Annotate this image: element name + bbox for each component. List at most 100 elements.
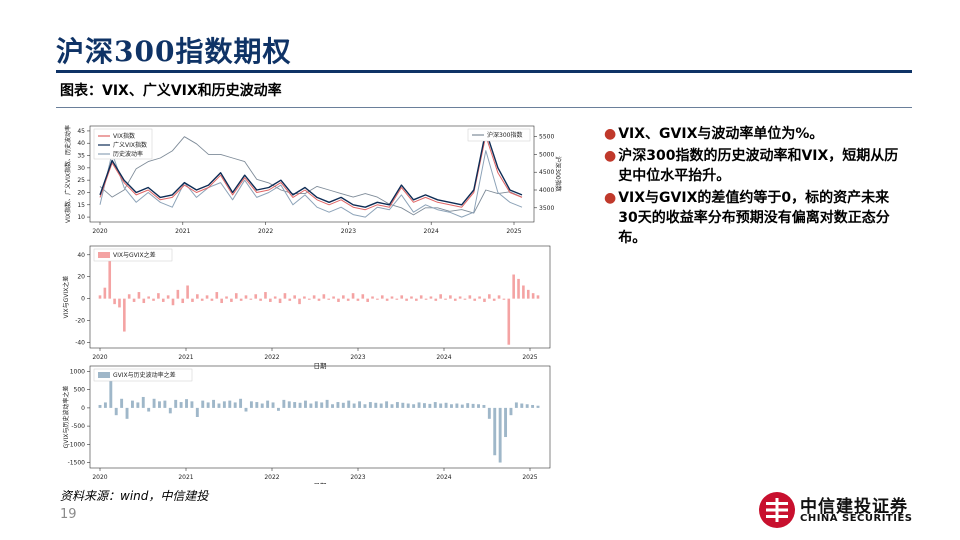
figure-panel: 10 15 20 25 30 35 40 45 3500 4000 4500 5000 5500 2020… [56, 112, 564, 490]
bar [385, 298, 389, 301]
x-tick-label: 2024 [436, 354, 451, 361]
y-tick-label: 30 [77, 165, 85, 172]
bar [517, 278, 520, 299]
legend-label: VIX与GVIX之差 [113, 251, 156, 259]
bar [449, 295, 452, 299]
bar [244, 295, 248, 299]
bar [181, 298, 185, 304]
bar [439, 294, 442, 299]
bar [351, 293, 355, 299]
y-tick-label: 1000 [70, 368, 85, 375]
bar [531, 404, 535, 408]
bar [185, 399, 188, 408]
bar [433, 402, 437, 408]
source-note: 资料来源：wind，中信建投 [60, 489, 209, 503]
bar [336, 402, 340, 408]
bar [260, 403, 264, 408]
x-tick-label: 2020 [92, 228, 107, 235]
legend-label: 广义VIX指数 [113, 141, 147, 149]
bar [273, 296, 277, 299]
bar [283, 293, 287, 299]
bar [395, 402, 399, 408]
bar [212, 399, 216, 408]
bar [127, 294, 131, 299]
bar [455, 403, 459, 408]
bar [536, 405, 540, 408]
bar [277, 407, 280, 411]
y-axis-label: VIX指数、广义VIX指数、历史波动率 [64, 125, 72, 223]
bar [249, 298, 253, 300]
bar [137, 292, 141, 299]
bar [132, 298, 136, 302]
bar [509, 407, 513, 416]
bar [239, 398, 243, 408]
panel-frame [89, 245, 551, 349]
logo-text-en: CHINA SECURITIES [800, 513, 913, 524]
bar [325, 399, 329, 408]
bar [473, 298, 477, 301]
bar [347, 400, 351, 408]
page-number: 19 [60, 507, 77, 522]
x-tick-label: 2022 [264, 474, 279, 481]
bar [492, 298, 496, 301]
bar [368, 402, 372, 408]
bar [288, 298, 292, 301]
bar [259, 298, 262, 301]
bar [166, 295, 170, 299]
bar [341, 402, 345, 408]
company-logo: 中信建投证券 CHINA SECURITIES [758, 490, 918, 530]
y-tick-label: 20 [77, 189, 85, 196]
bar [171, 298, 175, 306]
x-tick-label: 2023 [341, 228, 356, 235]
bar [278, 298, 282, 304]
bar [131, 400, 134, 408]
bar [163, 400, 167, 408]
x-tick-label: 2021 [178, 354, 193, 361]
legend-label: VIX指数 [113, 132, 135, 140]
series-line-0 [99, 135, 523, 211]
bar [269, 298, 272, 302]
y-tick-label: -40 [75, 340, 85, 347]
bar [141, 396, 145, 408]
bar [520, 403, 524, 408]
bar [222, 401, 226, 408]
title-rule [56, 70, 912, 73]
bar [488, 294, 491, 299]
bar [531, 293, 535, 299]
y-tick-label: 10 [77, 214, 85, 221]
bar [332, 296, 335, 299]
y2-axis-label: 沪深300指数 [554, 156, 562, 191]
bar [304, 400, 307, 408]
bar [225, 296, 228, 299]
bar [228, 400, 232, 408]
y-tick-label: 35 [77, 153, 85, 160]
x-tick-label: 2020 [92, 474, 107, 481]
bar [406, 403, 410, 408]
legend-box [93, 368, 193, 382]
bullet-list: ● VIX、GVIX与波动率单位为%。 ● 沪深300指数的历史波动率和VIX，短期… [604, 124, 904, 250]
series-line-1 [99, 130, 523, 208]
x-axis-label: 日期 [314, 482, 328, 484]
bar [374, 402, 378, 408]
y-tick-label: -1500 [68, 460, 86, 467]
bar [477, 404, 480, 408]
x-tick-label: 2025 [506, 228, 521, 235]
bar [502, 298, 506, 300]
bar [471, 403, 475, 408]
bar [498, 407, 502, 463]
bar [266, 400, 270, 408]
bar [380, 295, 384, 299]
bullet-text: VIX与GVIX的差值约等于0，标的资产未来30天的收益率分布预期没有偏离对数正… [618, 190, 890, 246]
bar [195, 407, 199, 417]
bar [337, 298, 340, 302]
bar [98, 404, 102, 408]
bar [176, 289, 180, 299]
bar [230, 298, 233, 302]
bullet-item: ● 沪深300指数的历史波动率和VIX，短期从历史中位水平抬升。 [604, 146, 904, 186]
bar [327, 298, 331, 300]
bar [379, 403, 383, 408]
bar [312, 295, 316, 299]
bar [157, 293, 160, 299]
bar [123, 298, 126, 332]
bar [331, 404, 334, 408]
